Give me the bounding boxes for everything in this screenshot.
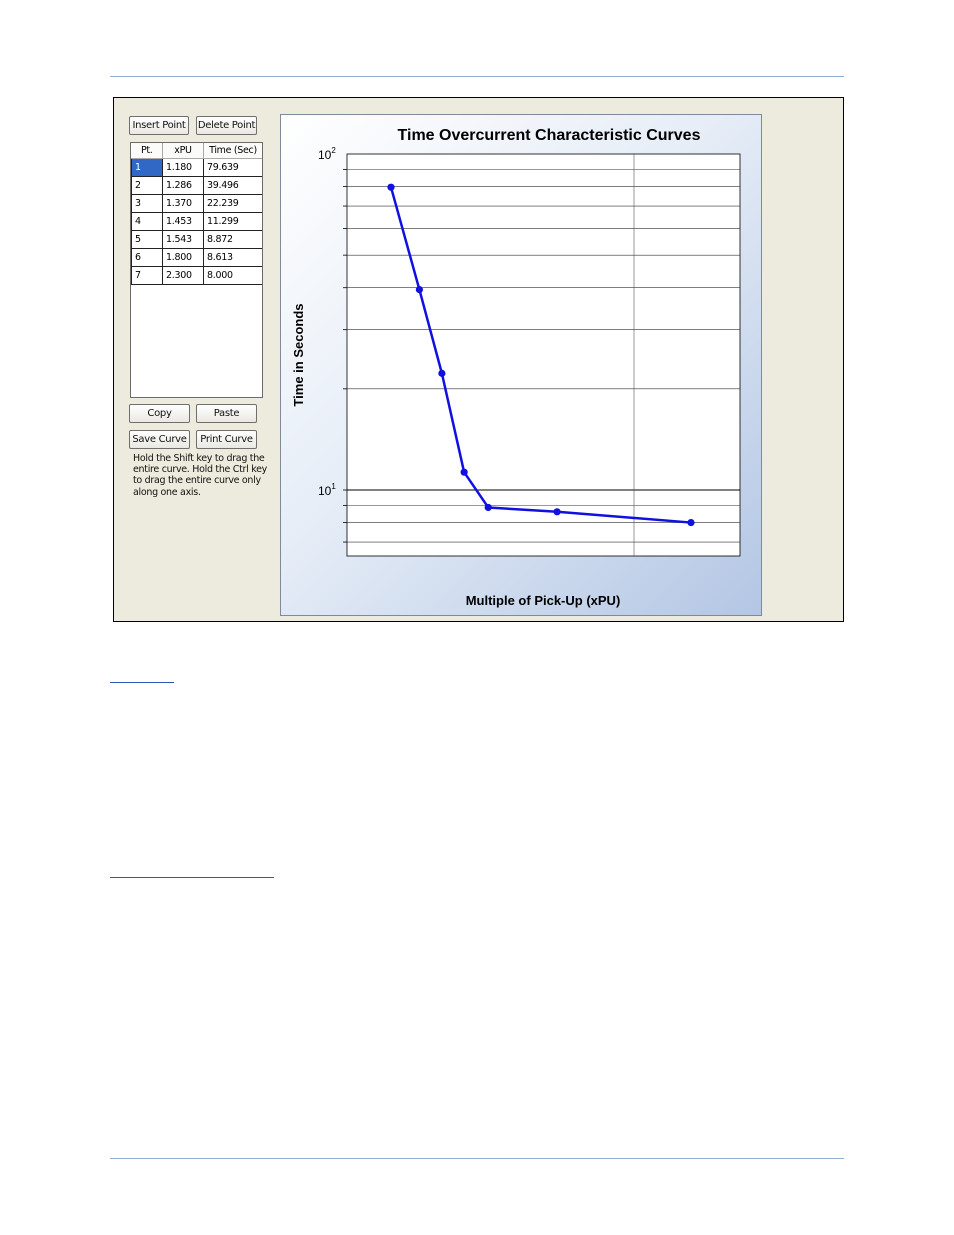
column-header-xpu[interactable]: xPU — [162, 143, 204, 159]
paste-button[interactable]: Paste — [196, 404, 257, 423]
cell-pt[interactable]: 3 — [131, 194, 163, 213]
cell-pt[interactable]: 6 — [131, 248, 163, 267]
y-tick-label: 101 — [318, 482, 336, 498]
copy-button[interactable]: Copy — [129, 404, 190, 423]
cell-pt[interactable]: 4 — [131, 212, 163, 231]
curve-editor-window: Insert Point Delete Point Pt. xPU Time (… — [113, 97, 844, 622]
insert-point-button[interactable]: Insert Point — [129, 116, 189, 135]
y-axis-label: Time in Seconds — [291, 303, 306, 406]
points-table: Pt. xPU Time (Sec) 1 1.180 79.639 2 1.28… — [131, 143, 262, 285]
table-row[interactable]: 2 1.286 39.496 — [131, 176, 262, 195]
header-rule — [110, 76, 844, 77]
cell-xpu[interactable]: 1.180 — [162, 158, 204, 177]
cell-xpu[interactable]: 1.370 — [162, 194, 204, 213]
curve-point[interactable] — [553, 508, 561, 516]
cell-xpu[interactable]: 1.286 — [162, 176, 204, 195]
points-grid[interactable]: Pt. xPU Time (Sec) 1 1.180 79.639 2 1.28… — [130, 142, 263, 398]
cell-pt[interactable]: 7 — [131, 266, 163, 285]
cell-xpu[interactable]: 1.543 — [162, 230, 204, 249]
cell-pt[interactable]: 2 — [131, 176, 163, 195]
hyperlink-underline[interactable] — [110, 877, 274, 878]
curve-point[interactable] — [484, 503, 492, 512]
save-curve-button[interactable]: Save Curve — [129, 430, 190, 449]
hyperlink-underline[interactable] — [110, 682, 174, 683]
chart-panel: Time Overcurrent Characteristic Curves M… — [280, 114, 762, 616]
column-header-time[interactable]: Time (Sec) — [203, 143, 262, 159]
table-row[interactable]: 1 1.180 79.639 — [131, 158, 262, 177]
delete-point-button[interactable]: Delete Point — [196, 116, 257, 135]
cell-xpu[interactable]: 2.300 — [162, 266, 204, 285]
curve-point[interactable] — [415, 285, 423, 294]
y-tick-label: 102 — [318, 146, 336, 162]
cell-time[interactable]: 39.496 — [203, 176, 262, 195]
cell-time[interactable]: 11.299 — [203, 212, 262, 231]
table-row[interactable]: 5 1.543 8.872 — [131, 230, 262, 249]
print-curve-button[interactable]: Print Curve — [196, 430, 257, 449]
table-header-row: Pt. xPU Time (Sec) — [131, 143, 262, 159]
curve-point[interactable] — [387, 183, 395, 191]
characteristic-chart[interactable]: Time Overcurrent Characteristic Curves M… — [281, 115, 763, 617]
cell-pt[interactable]: 1 — [131, 158, 163, 177]
table-row[interactable]: 7 2.300 8.000 — [131, 266, 262, 285]
curve-point[interactable] — [438, 369, 446, 377]
table-row[interactable]: 6 1.800 8.613 — [131, 248, 262, 267]
cell-pt[interactable]: 5 — [131, 230, 163, 249]
cell-time[interactable]: 79.639 — [203, 158, 262, 177]
cell-xpu[interactable]: 1.453 — [162, 212, 204, 231]
chart-title: Time Overcurrent Characteristic Curves — [398, 127, 701, 144]
table-row[interactable]: 4 1.453 11.299 — [131, 212, 262, 231]
cell-time[interactable]: 8.613 — [203, 248, 262, 267]
cell-time[interactable]: 8.872 — [203, 230, 262, 249]
plot-area — [346, 153, 741, 557]
column-header-pt[interactable]: Pt. — [131, 143, 163, 159]
footer-rule — [110, 1158, 844, 1159]
cell-time[interactable]: 8.000 — [203, 266, 262, 285]
cell-time[interactable]: 22.239 — [203, 194, 262, 213]
table-row[interactable]: 3 1.370 22.239 — [131, 194, 262, 213]
cell-xpu[interactable]: 1.800 — [162, 248, 204, 267]
drag-hint-text: Hold the Shift key to drag the entire cu… — [133, 453, 267, 498]
curve-point[interactable] — [460, 468, 468, 476]
x-axis-label: Multiple of Pick-Up (xPU) — [466, 593, 621, 608]
curve-point[interactable] — [687, 518, 695, 527]
